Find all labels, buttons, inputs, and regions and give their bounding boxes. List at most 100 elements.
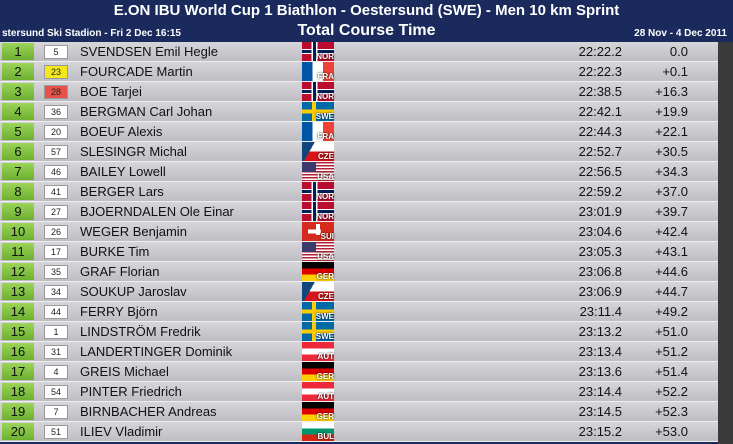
time: 23:05.3 <box>578 244 622 259</box>
result-row: 7 46 BAILEY Lowell USA 22:56.5 +34.3 <box>0 162 718 182</box>
side-strip <box>718 42 733 444</box>
result-row: 12 35 GRAF Florian GER 23:06.8 +44.6 <box>0 262 718 282</box>
rank: 11 <box>2 243 34 260</box>
time: 23:14.4 <box>578 384 622 399</box>
rank: 8 <box>2 183 34 200</box>
rank: 13 <box>2 283 34 300</box>
nation-code: GER <box>316 272 334 281</box>
athlete-name: SOUKUP Jaroslav <box>80 284 187 299</box>
bib: 5 <box>44 45 68 59</box>
nation-code: USA <box>317 252 334 261</box>
behind: +44.6 <box>655 264 688 279</box>
rank: 5 <box>2 123 34 140</box>
athlete-name: WEGER Benjamin <box>80 224 187 239</box>
behind: +52.3 <box>655 404 688 419</box>
flag: NOR <box>302 42 334 61</box>
behind: +51.0 <box>655 324 688 339</box>
time: 23:13.2 <box>578 324 622 339</box>
bib: 35 <box>44 265 68 279</box>
bib: 27 <box>44 205 68 219</box>
nation-code: SWE <box>315 312 334 321</box>
athlete-name: BIRNBACHER Andreas <box>80 404 217 419</box>
rank: 20 <box>2 423 34 440</box>
rank: 16 <box>2 343 34 360</box>
rank: 7 <box>2 163 34 180</box>
venue: stersund Ski Stadion - Fri 2 Dec 16:15 <box>2 28 181 39</box>
bib: 7 <box>44 405 68 419</box>
result-row: 4 36 BERGMAN Carl Johan SWE 22:42.1 +19.9 <box>0 102 718 122</box>
behind: +16.3 <box>655 84 688 99</box>
flag: SWE <box>302 302 334 321</box>
flag: CZE <box>302 282 334 301</box>
result-row: 1 5 SVENDSEN Emil Hegle NOR 22:22.2 0.0 <box>0 42 718 62</box>
nation-code: USA <box>317 172 334 181</box>
time: 23:13.4 <box>578 344 622 359</box>
bib: 20 <box>44 125 68 139</box>
athlete-name: GRAF Florian <box>80 264 160 279</box>
nation-code: AUT <box>317 352 334 361</box>
bib: 44 <box>44 305 68 319</box>
bib: 57 <box>44 145 68 159</box>
flag: GER <box>302 262 334 281</box>
athlete-name: FOURCADE Martin <box>80 64 193 79</box>
rank: 12 <box>2 263 34 280</box>
time: 23:13.6 <box>578 364 622 379</box>
behind: +49.2 <box>655 304 688 319</box>
flag: CZE <box>302 142 334 161</box>
rank: 19 <box>2 403 34 420</box>
behind: +34.3 <box>655 164 688 179</box>
bib: 26 <box>44 225 68 239</box>
bib: 36 <box>44 105 68 119</box>
nation-code: SUI <box>320 232 334 241</box>
flag: NOR <box>302 202 334 221</box>
behind: +43.1 <box>655 244 688 259</box>
dates: 28 Nov - 4 Dec 2011 <box>634 28 727 39</box>
result-row: 6 57 SLESINGR Michal CZE 22:52.7 +30.5 <box>0 142 718 162</box>
bib: 41 <box>44 185 68 199</box>
bib: 23 <box>44 65 68 79</box>
time: 23:04.6 <box>578 224 622 239</box>
nation-code: BUL <box>317 432 334 441</box>
result-row: 8 41 BERGER Lars NOR 22:59.2 +37.0 <box>0 182 718 202</box>
rank: 15 <box>2 323 34 340</box>
nation-code: SWE <box>315 112 334 121</box>
title: E.ON IBU World Cup 1 Biathlon - Oestersu… <box>113 2 620 19</box>
result-row: 2 23 FOURCADE Martin FRA 22:22.3 +0.1 <box>0 62 718 82</box>
flag: NOR <box>302 182 334 201</box>
result-row: 14 44 FERRY Björn SWE 23:11.4 +49.2 <box>0 302 718 322</box>
nation-code: FRA <box>317 132 334 141</box>
behind: +51.4 <box>655 364 688 379</box>
bib: 17 <box>44 245 68 259</box>
athlete-name: BJOERNDALEN Ole Einar <box>80 204 234 219</box>
result-row: 16 31 LANDERTINGER Dominik AUT 23:13.4 +51.2 <box>0 342 718 362</box>
flag: BUL <box>302 422 334 441</box>
rank: 1 <box>2 43 34 60</box>
behind: +39.7 <box>655 204 688 219</box>
result-row: 10 26 WEGER Benjamin SUI 23:04.6 +42.4 <box>0 222 718 242</box>
athlete-name: FERRY Björn <box>80 304 158 319</box>
bib: 28 <box>44 85 68 99</box>
behind: +0.1 <box>662 64 688 79</box>
time: 22:42.1 <box>578 104 622 119</box>
nation-code: GER <box>316 412 334 421</box>
rank: 6 <box>2 143 34 160</box>
athlete-name: GREIS Michael <box>80 364 169 379</box>
behind: +19.9 <box>655 104 688 119</box>
subtitle: Total Course Time <box>297 22 436 39</box>
nation-code: NOR <box>316 92 334 101</box>
bib: 1 <box>44 325 68 339</box>
time: 22:44.3 <box>578 124 622 139</box>
time: 23:01.9 <box>578 204 622 219</box>
bib: 31 <box>44 345 68 359</box>
bib: 54 <box>44 385 68 399</box>
flag: GER <box>302 362 334 381</box>
flag: SUI <box>302 222 334 241</box>
behind: +30.5 <box>655 144 688 159</box>
flag: AUT <box>302 382 334 401</box>
time: 22:22.3 <box>578 64 622 79</box>
nation-code: CZE <box>318 292 334 301</box>
behind: +22.1 <box>655 124 688 139</box>
behind: +44.7 <box>655 284 688 299</box>
result-row: 13 34 SOUKUP Jaroslav CZE 23:06.9 +44.7 <box>0 282 718 302</box>
